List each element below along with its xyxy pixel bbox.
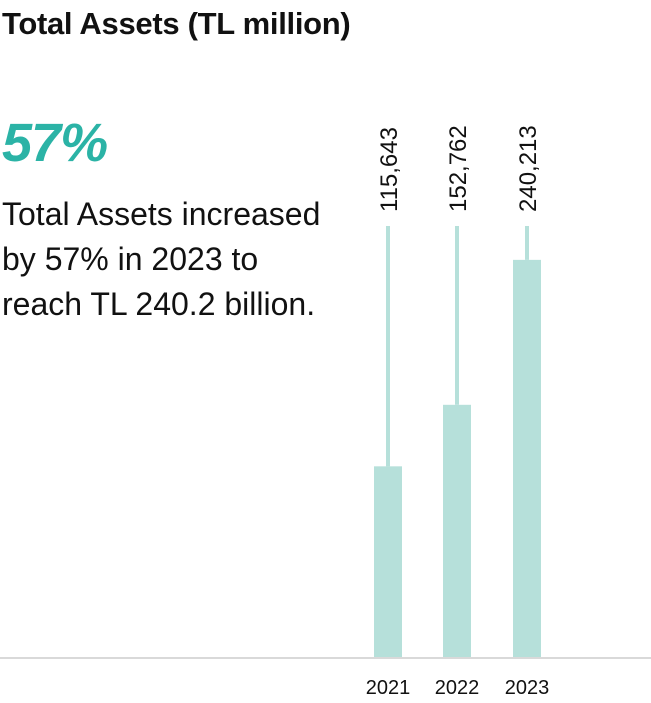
labels-layer: 115,643 2021 152,762 2022 240,213 2023 [366, 125, 550, 699]
bar-2021 [374, 466, 402, 658]
value-label-2022: 152,762 [445, 125, 472, 212]
bars-layer [374, 226, 541, 658]
value-label-2021: 115,643 [376, 127, 403, 212]
chart-title: Total Assets (TL million) [2, 6, 351, 41]
value-label-2023: 240,213 [515, 125, 542, 212]
bar-2023 [513, 259, 541, 658]
highlight-percentage: 57% [2, 113, 108, 173]
x-tick-label-2023: 2023 [505, 677, 550, 699]
bar-2022 [443, 404, 471, 658]
x-tick-label-2022: 2022 [435, 677, 480, 699]
highlight-description: Total Assets increased by 57% in 2023 to… [2, 196, 321, 322]
x-tick-label-2021: 2021 [366, 677, 411, 699]
